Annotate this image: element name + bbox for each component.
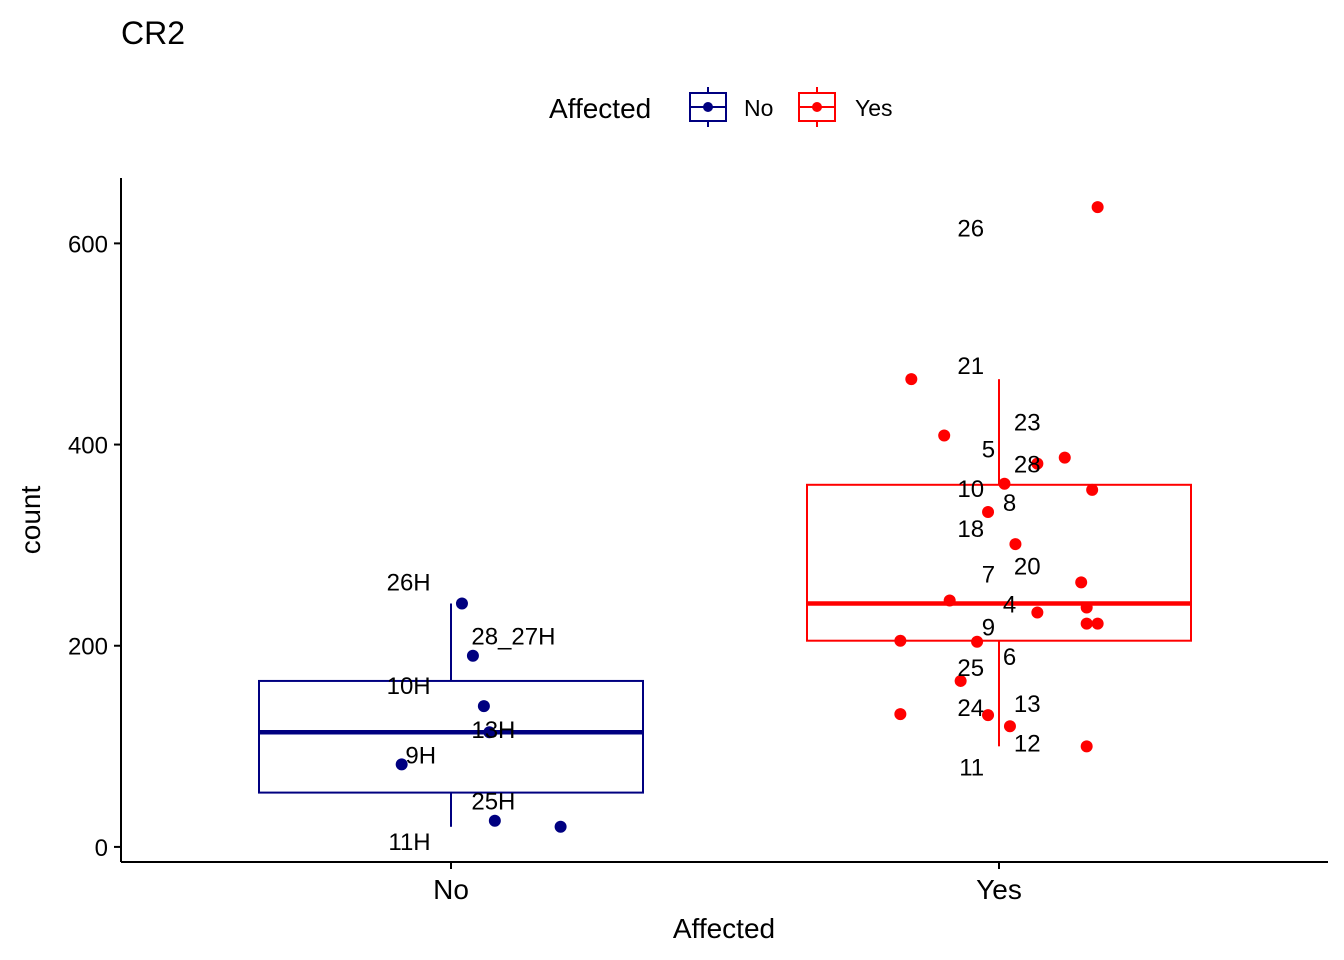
point-label-yes: 12	[1014, 730, 1041, 757]
data-point-yes	[1091, 201, 1104, 214]
data-point-yes	[982, 505, 995, 518]
data-point-yes	[894, 708, 907, 721]
legend-label-yes: Yes	[855, 95, 893, 121]
legend-key-yes	[798, 87, 836, 127]
point-label-yes: 7	[982, 561, 995, 588]
data-point-no	[477, 700, 490, 713]
data-point-yes	[1031, 457, 1044, 470]
point-label-yes: 9	[982, 615, 995, 642]
data-point-yes	[905, 373, 918, 386]
point-label-no: 25H	[471, 789, 515, 816]
data-point-yes	[1086, 483, 1099, 496]
data-point-no	[488, 814, 501, 827]
data-point-no	[455, 597, 468, 610]
point-label-yes: 20	[1014, 553, 1041, 580]
data-point-yes	[1080, 740, 1093, 753]
point-label-yes: 6	[1003, 644, 1016, 671]
point-label-yes: 26	[957, 215, 984, 242]
point-label-yes: 13	[1014, 691, 1041, 718]
data-point-yes	[954, 674, 967, 687]
data-point-yes	[982, 709, 995, 722]
chart-title: CR2	[121, 15, 185, 51]
point-label-yes: 4	[1003, 591, 1016, 618]
point-label-no: 26H	[387, 569, 431, 596]
point-label-yes: 5	[982, 437, 995, 464]
data-point-yes	[998, 477, 1011, 490]
point-label-no: 10H	[387, 673, 431, 700]
data-point-no	[466, 649, 479, 662]
point-label-no: 11H	[388, 829, 430, 856]
data-point-yes	[1080, 617, 1093, 630]
data-point-no	[483, 726, 496, 739]
data-point-yes	[894, 634, 907, 647]
data-point-yes	[1009, 538, 1022, 551]
point-label-no: 28_27H	[471, 624, 555, 651]
legend-key-no	[689, 87, 727, 127]
x-tick-label: Yes	[976, 874, 1022, 905]
point-label-yes: 11	[959, 754, 984, 781]
x-axis-title: Affected	[673, 913, 775, 944]
point-label-yes: 21	[957, 353, 984, 380]
y-axis-title: count	[15, 486, 46, 555]
point-label-yes: 28	[1014, 452, 1041, 479]
point-label-yes: 8	[1003, 490, 1016, 517]
data-point-yes	[1080, 601, 1093, 614]
point-label-yes: 24	[957, 695, 984, 722]
data-point-yes	[938, 429, 951, 442]
legend: Affected No Yes	[549, 87, 893, 127]
data-point-no	[395, 758, 408, 771]
point-label-yes: 18	[957, 516, 984, 543]
y-tick-label: 0	[95, 835, 108, 862]
data-point-yes	[1075, 576, 1088, 589]
data-point-yes	[971, 635, 984, 648]
y-tick-label: 400	[68, 433, 108, 460]
point-label-yes: 10	[957, 476, 984, 503]
data-point-no	[554, 820, 567, 833]
y-tick-label: 600	[68, 231, 108, 258]
y-tick-label: 200	[68, 634, 108, 661]
box-yes	[806, 483, 1192, 642]
plot-area: 0 200 400 600 No Yes 26H 28_27H 10H 13H 9H 25H 11H 26…	[68, 178, 1328, 905]
point-label-yes: 25	[957, 655, 984, 682]
box-no	[258, 679, 644, 794]
legend-title: Affected	[549, 93, 651, 124]
point-label-yes: 23	[1014, 409, 1041, 436]
data-point-yes	[1091, 617, 1104, 630]
point-label-no: 13H	[471, 717, 515, 744]
legend-label-no: No	[744, 95, 773, 121]
data-point-yes	[1058, 451, 1071, 464]
point-label-no: 9H	[405, 742, 436, 769]
data-point-yes	[1003, 720, 1016, 733]
data-point-yes	[1031, 606, 1044, 619]
data-point-yes	[943, 594, 956, 607]
x-tick-label: No	[433, 874, 469, 905]
